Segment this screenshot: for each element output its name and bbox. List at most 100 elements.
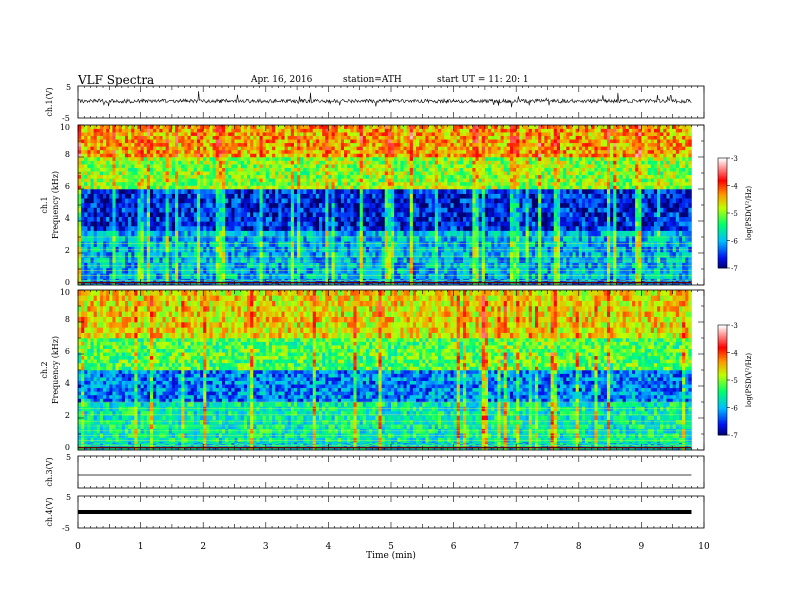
spectrogram-cell xyxy=(137,164,141,168)
spectrogram-cell xyxy=(140,132,145,136)
spectrogram-cell xyxy=(121,160,126,165)
spectrogram-cell xyxy=(328,153,332,158)
spectrogram-cell xyxy=(237,278,242,280)
spectrogram-cell xyxy=(153,153,157,158)
spectrogram-cell xyxy=(247,149,251,154)
spectrogram-cell xyxy=(234,153,238,158)
spectrogram-cell xyxy=(81,198,85,204)
spectrogram-cell xyxy=(350,257,354,263)
spectrogram-cell xyxy=(81,174,85,179)
spectrogram-cell xyxy=(143,241,148,247)
spectrogram-cell xyxy=(128,241,132,247)
spectrogram-cell xyxy=(153,139,157,144)
spectrogram-cell xyxy=(300,153,304,158)
spectrogram-cell xyxy=(200,283,204,285)
spectrogram-cell xyxy=(212,198,217,204)
spectrogram-cell xyxy=(175,167,179,172)
spectrogram-cell xyxy=(165,181,170,186)
spectrogram-cell xyxy=(240,230,245,237)
spectrogram-cell xyxy=(315,279,320,281)
spectrogram-cell xyxy=(131,132,135,136)
spectrogram-cell xyxy=(215,198,220,204)
spectrogram-cell xyxy=(322,153,326,158)
spectrogram-cell xyxy=(118,241,123,247)
spectrogram-cell xyxy=(247,280,251,282)
spectrogram-cell xyxy=(359,230,364,237)
spectrogram-cell xyxy=(87,185,91,190)
spectrogram-cell xyxy=(347,278,351,280)
spectrogram-cell xyxy=(99,279,104,281)
spectrogram-cell xyxy=(84,160,88,165)
spectrogram-cell xyxy=(243,283,248,285)
spectrogram-cell xyxy=(290,181,295,186)
spectrogram-cell xyxy=(137,125,141,129)
spectrogram-cell xyxy=(118,125,123,129)
spectrogram-cell xyxy=(96,221,101,227)
spectrogram-cell xyxy=(303,146,307,151)
spectrogram-cell xyxy=(225,135,229,140)
spectrogram-cell xyxy=(237,225,242,231)
spectrogram-cell xyxy=(168,282,173,284)
spectrogram-cell xyxy=(99,146,104,151)
spectrogram-cell xyxy=(416,193,420,199)
spectrogram-cell xyxy=(394,280,398,282)
spectrogram-cell xyxy=(268,142,273,147)
spectrogram-cell xyxy=(109,125,113,129)
spectrogram-cell xyxy=(303,178,307,183)
spectrogram-cell xyxy=(293,135,298,140)
spectrogram-cell xyxy=(84,279,88,281)
spectrogram-cell xyxy=(328,157,332,161)
spectrogram-cell xyxy=(146,128,151,133)
spectrogram-cell xyxy=(206,257,210,263)
spectrogram-cell xyxy=(265,135,270,140)
spectrogram-cell xyxy=(84,181,88,186)
spectrogram-cell xyxy=(365,202,370,208)
spectrogram-cell xyxy=(181,164,185,168)
spectrogram-cell xyxy=(237,125,242,129)
spectrogram-cell xyxy=(250,280,254,282)
spectrogram-cell xyxy=(422,221,426,227)
spectrogram-cell xyxy=(149,257,154,263)
spectrogram-cell xyxy=(215,164,220,168)
spectrogram-cell xyxy=(234,128,238,133)
spectrogram-cell xyxy=(400,198,404,204)
spectrogram-cell xyxy=(406,221,411,227)
spectrogram-cell xyxy=(203,230,207,237)
spectrogram-cell xyxy=(187,207,191,213)
spectrogram-cell xyxy=(322,216,326,222)
spectrogram-cell xyxy=(312,221,317,227)
spectrogram-cell xyxy=(165,135,170,140)
spectrogram-cell xyxy=(306,202,310,208)
spectrogram-cell xyxy=(153,142,157,147)
spectrogram-cell xyxy=(337,221,342,227)
spectrogram-cell xyxy=(228,279,232,281)
spectrogram-cell xyxy=(81,142,85,147)
spectrogram-cell xyxy=(353,198,357,204)
spectrogram-cell xyxy=(265,142,270,147)
spectrogram-cell xyxy=(165,125,170,129)
spectrogram-cell xyxy=(237,185,242,190)
spectrogram-cell xyxy=(319,149,323,154)
spectrogram-cell xyxy=(184,202,188,208)
spectrogram-cell xyxy=(394,128,398,133)
spectrogram-cell xyxy=(106,167,110,172)
spectrogram-cell xyxy=(281,207,285,213)
spectrogram-cell xyxy=(203,135,207,140)
spectrogram-cell xyxy=(112,279,116,281)
spectrogram-cell xyxy=(250,202,254,208)
spectrogram-cell xyxy=(272,128,276,133)
spectrogram-cell xyxy=(209,178,213,183)
spectrogram-cell xyxy=(225,139,229,144)
spectrogram-cell xyxy=(372,135,376,140)
spectrogram-cell xyxy=(237,241,242,247)
spectrogram-cell xyxy=(231,198,235,204)
spectrogram-cell xyxy=(78,279,82,281)
spectrogram-cell xyxy=(278,174,282,179)
spectrogram-cell xyxy=(381,216,386,222)
spectrogram-cell xyxy=(153,198,157,204)
spectrogram-cell xyxy=(347,257,351,263)
spectrogram-cell xyxy=(309,251,314,258)
spectrogram-cell xyxy=(171,235,176,242)
spectrogram-cell xyxy=(175,257,179,263)
spectrogram-cell xyxy=(262,193,267,199)
